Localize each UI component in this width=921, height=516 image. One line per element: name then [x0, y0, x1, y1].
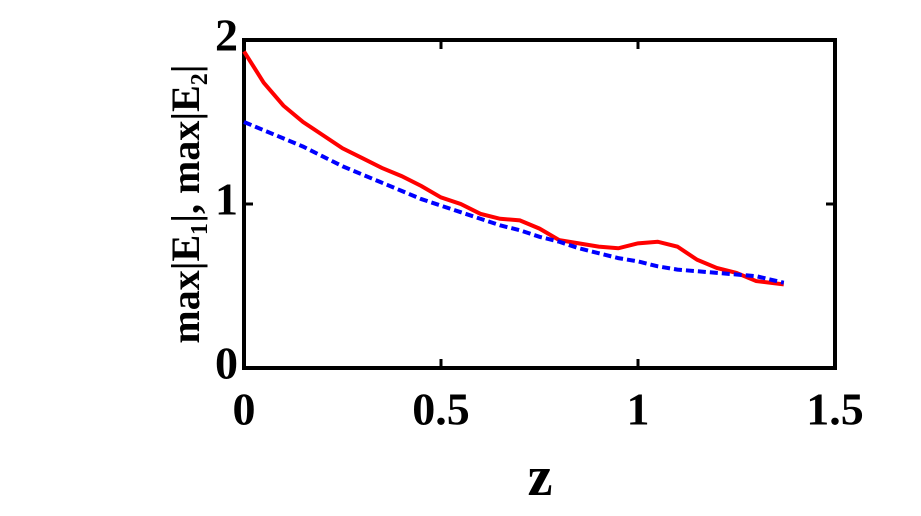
y-tick-label: 0	[215, 338, 238, 389]
y-tick-label: 2	[215, 10, 238, 61]
y-tick-label: 1	[215, 174, 238, 225]
x-axis-label: z	[528, 446, 553, 508]
x-tick-label: 0	[233, 384, 256, 435]
x-tick-label: 1.5	[806, 384, 864, 435]
x-tick-label: 1	[627, 384, 650, 435]
x-tick-label: 0.5	[412, 384, 470, 435]
y-axis-label: max|E₁|, max|E₂|	[163, 64, 208, 343]
line-series	[242, 50, 785, 287]
plot-frame	[242, 38, 837, 370]
line-series	[243, 120, 785, 285]
